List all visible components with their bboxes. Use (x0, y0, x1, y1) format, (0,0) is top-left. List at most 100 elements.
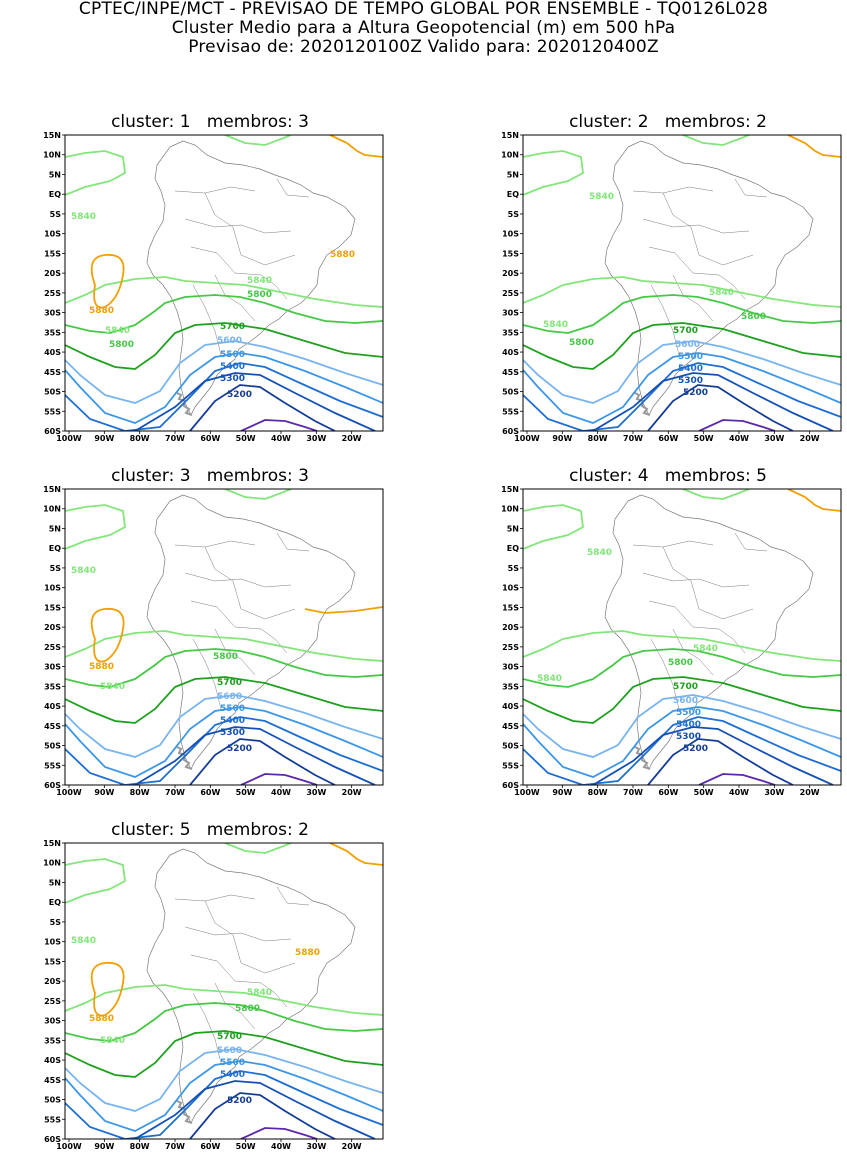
map-frame (64, 842, 384, 1140)
contour-label: 5880 (89, 1014, 114, 1024)
contour-label: 5880 (295, 948, 320, 958)
contour-5700 (65, 1030, 383, 1078)
contour-5200 (189, 384, 336, 431)
lat-tick-label: 35S (502, 328, 519, 337)
lat-tick-label: 10N (43, 151, 61, 160)
map-plot: 5200530054005500560057005840584058405800… (501, 131, 842, 443)
lon-tick-label: 20W (342, 788, 362, 797)
contour-5840n (224, 135, 292, 146)
contour-5600 (65, 340, 383, 404)
south-america-coastline (604, 494, 814, 770)
contour-label: 5300 (220, 374, 245, 384)
contour-5600 (65, 1048, 383, 1112)
lon-tick-label: 50W (236, 434, 256, 443)
lon-tick-label: 50W (694, 788, 714, 797)
map-plot: 5200 5300 5400 5500 5600 5700 5840 5840 5880 5800… (43, 485, 384, 797)
contour-label: 5840 (105, 326, 130, 336)
lat-tick-label: 50S (44, 388, 61, 397)
contour-label: 5800 (247, 290, 272, 300)
lat-tick-label: 5N (49, 878, 61, 887)
lat-tick-label: EQ (49, 544, 61, 553)
contour-5880w (90, 253, 125, 309)
lat-tick-label: 10S (502, 230, 519, 239)
lat-tick-label: 50S (44, 1096, 61, 1105)
lat-tick-label: 45S (44, 1076, 61, 1085)
contour-label: 5200 (227, 1096, 252, 1106)
lon-tick-label: 70W (623, 788, 643, 797)
lat-tick-label: 35S (502, 682, 519, 691)
lon-tick-label: 30W (306, 434, 326, 443)
contour-label: 5840 (71, 566, 96, 576)
lon-tick-label: 40W (729, 434, 749, 443)
lat-tick-label: 10N (501, 151, 519, 160)
lat-tick-label: 25S (44, 997, 61, 1006)
contour-5700 (65, 322, 383, 370)
contour-label: 5400 (676, 720, 701, 730)
contour-5840s (65, 858, 126, 904)
lat-tick-label: 10N (43, 859, 61, 868)
contour-label: 5500 (678, 352, 703, 362)
lat-tick-label: 50S (502, 742, 519, 751)
country-border (204, 192, 234, 228)
lat-tick-label: 5S (50, 564, 62, 573)
contour-5880e (329, 843, 383, 866)
contour-label: 5400 (678, 364, 703, 374)
contour-label: 5840 (100, 682, 125, 692)
country-border (232, 934, 296, 974)
map-frame (64, 488, 384, 786)
contour-5840s (523, 504, 584, 550)
country-border (174, 186, 256, 194)
lat-tick-label: 15S (502, 249, 519, 258)
panel-cluster-1: cluster: 1 membros: 3 5200 5300 5400 5500 56… (30, 112, 390, 467)
contour-5500 (65, 1060, 383, 1132)
contour-5840 (523, 276, 841, 308)
contour-5400 (65, 362, 383, 431)
panel-cluster-2: cluster: 2 membros: 2 5200 5300 5400 5500 56… (488, 112, 847, 467)
lat-tick-label: 30S (44, 1017, 61, 1026)
country-border (734, 532, 768, 552)
contour-label: 5840 (537, 674, 562, 684)
lon-tick-label: 100W (56, 434, 82, 443)
contour-5880se (304, 606, 383, 614)
contour-5200 (189, 1092, 336, 1139)
contour-5400 (523, 716, 841, 785)
lat-tick-label: 5S (508, 210, 520, 219)
contour-5500 (65, 352, 383, 424)
contour-5200 (647, 738, 794, 785)
country-border (734, 178, 768, 198)
lat-tick-label: 15N (501, 485, 519, 494)
lat-tick-label: 25S (502, 289, 519, 298)
contour-5840n (682, 489, 750, 500)
lat-tick-label: 15S (44, 957, 61, 966)
lon-tick-label: 70W (623, 434, 643, 443)
map-plot: 5200530054005500560057005840584058405800… (501, 485, 842, 797)
contour-label: 5700 (217, 678, 242, 688)
contour-label: 5200 (683, 744, 708, 754)
contour-label: 5500 (220, 704, 245, 714)
country-border (276, 178, 310, 198)
lon-tick-label: 30W (764, 434, 784, 443)
map-frame (64, 134, 384, 432)
lon-tick-label: 60W (658, 434, 678, 443)
lat-tick-label: EQ (507, 544, 519, 553)
contour-label: 5700 (220, 322, 245, 332)
map-frame (522, 134, 842, 432)
lat-tick-label: 30S (502, 663, 519, 672)
contour-5700 (65, 676, 383, 724)
contour-label: 5200 (227, 744, 252, 754)
lat-tick-label: 55S (44, 407, 61, 416)
lat-tick-label: 20S (44, 623, 61, 632)
contour-5500 (65, 706, 383, 778)
country-border (260, 628, 288, 654)
lat-tick-label: 55S (44, 761, 61, 770)
country-border (718, 628, 746, 654)
contour-5200 (647, 384, 794, 431)
lat-tick-label: 55S (502, 761, 519, 770)
contour-5600 (65, 694, 383, 758)
contour-5840 (523, 630, 841, 662)
contour-5840 (65, 984, 383, 1016)
lon-tick-label: 80W (130, 788, 150, 797)
contour-label: 5800 (668, 658, 693, 668)
lon-tick-label: 30W (764, 788, 784, 797)
lat-tick-label: 60S (502, 781, 519, 790)
